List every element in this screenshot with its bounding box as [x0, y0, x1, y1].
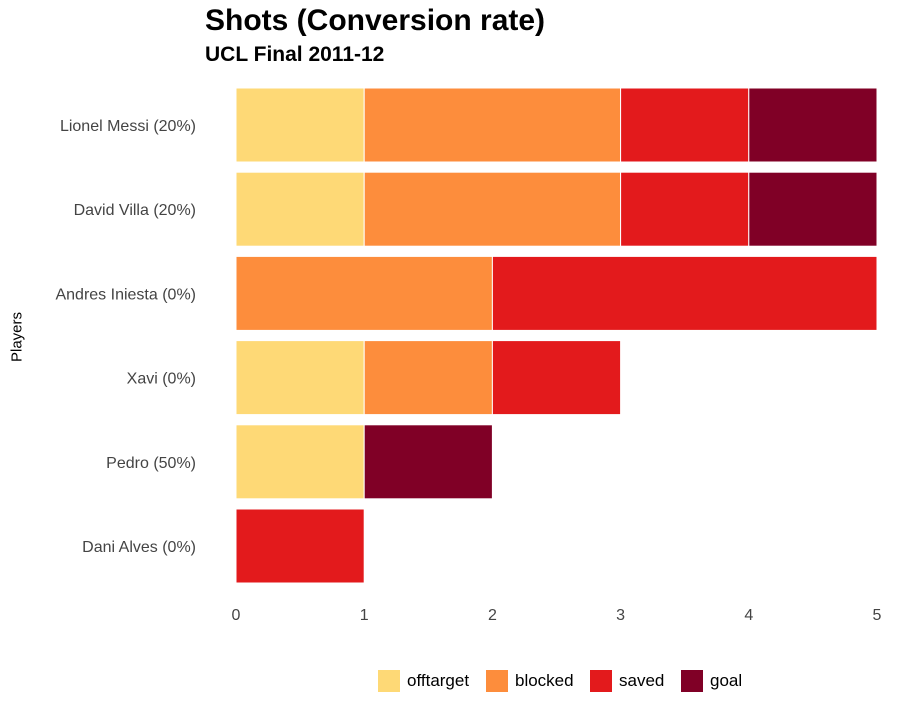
legend-label: offtarget	[407, 671, 470, 690]
category-label: Pedro (50%)	[106, 455, 196, 472]
legend-swatch	[486, 670, 508, 692]
legend-item-offtarget: offtarget	[378, 668, 469, 694]
chart-subtitle: UCL Final 2011-12	[205, 43, 385, 66]
bar-saved-3	[491, 340, 622, 416]
legend-label: goal	[710, 671, 743, 690]
legend-swatch	[590, 670, 612, 692]
bar-saved-2	[491, 255, 878, 331]
bar-goal-1	[748, 171, 878, 247]
bar-saved-0	[620, 87, 750, 163]
legend-item-goal: goal	[681, 668, 742, 694]
bar-blocked-3	[363, 340, 493, 416]
category-label: Andres Iniesta (0%)	[55, 286, 196, 303]
legend-label: blocked	[515, 671, 574, 690]
bar-blocked-0	[363, 87, 622, 163]
bar-saved-1	[620, 171, 750, 247]
legend-item-blocked: blocked	[486, 668, 574, 694]
legend-label: saved	[619, 671, 665, 690]
bar-goal-0	[748, 87, 878, 163]
bar-offtarget-1	[235, 171, 365, 247]
bar-blocked-2	[235, 255, 493, 331]
category-label: David Villa (20%)	[74, 202, 196, 219]
category-label: Lionel Messi (20%)	[60, 118, 196, 135]
bar-blocked-1	[363, 171, 622, 247]
x-tick-label: 0	[232, 607, 241, 624]
chart-title: Shots (Conversion rate)	[205, 4, 546, 37]
category-label: Xavi (0%)	[127, 371, 196, 388]
x-tick-label: 2	[488, 607, 497, 624]
bar-saved-5	[235, 508, 365, 584]
legend: offtarget blocked saved goal	[0, 668, 917, 694]
bar-goal-4	[363, 424, 493, 500]
x-tick-label: 1	[360, 607, 369, 624]
x-tick-label: 4	[744, 607, 753, 624]
bar-offtarget-4	[235, 424, 365, 500]
x-tick-label: 5	[873, 607, 882, 624]
legend-swatch	[378, 670, 400, 692]
x-tick-label: 3	[616, 607, 625, 624]
bar-offtarget-3	[235, 340, 365, 416]
legend-item-saved: saved	[590, 668, 664, 694]
category-label: Dani Alves (0%)	[82, 539, 196, 556]
legend-swatch	[681, 670, 703, 692]
bar-offtarget-0	[235, 87, 365, 163]
